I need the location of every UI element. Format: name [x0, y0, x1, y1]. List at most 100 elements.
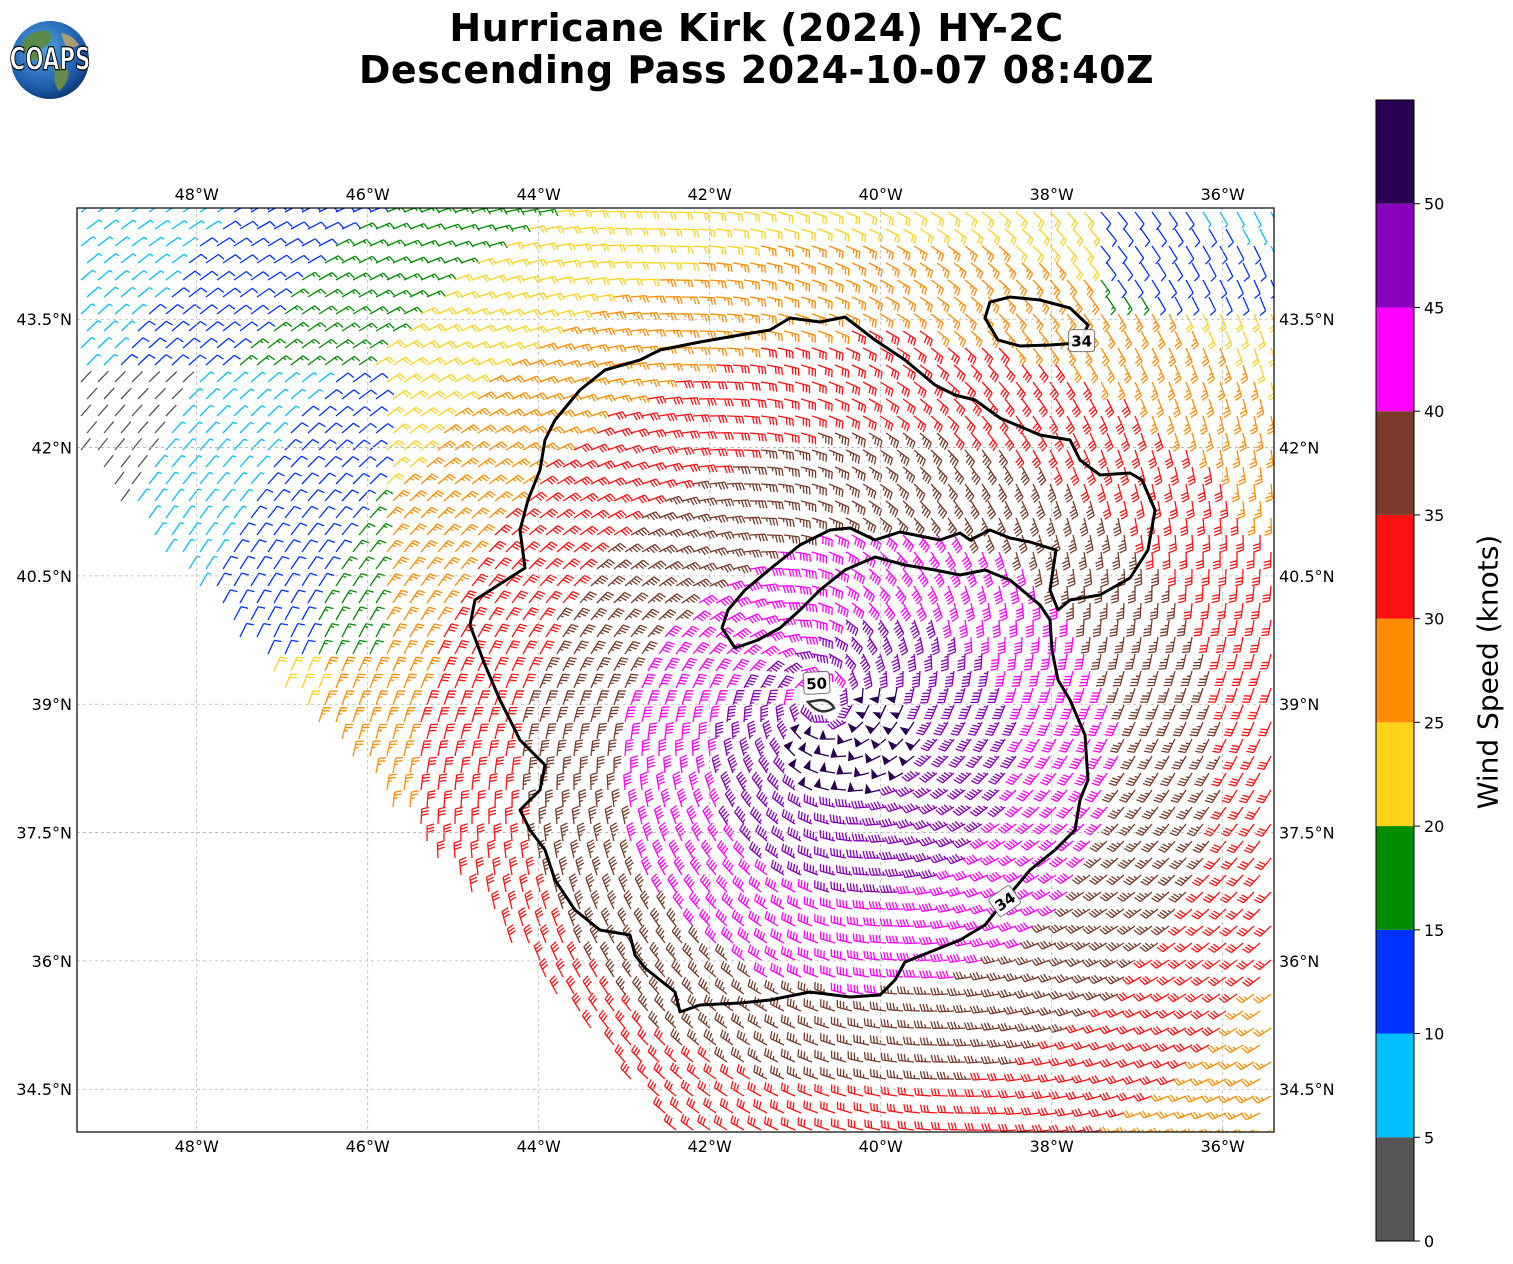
wind-barb — [936, 364, 950, 382]
wind-barb — [811, 714, 830, 723]
wind-radius-contours — [468, 295, 1157, 1014]
wind-barb — [820, 1101, 836, 1114]
wind-barb — [1199, 415, 1208, 435]
wind-barb — [763, 1082, 779, 1097]
wind-barb — [1004, 228, 1017, 246]
wind-barb — [970, 500, 980, 520]
wind-barb — [256, 522, 273, 536]
wind-barb — [503, 839, 512, 859]
wind-barb — [1246, 551, 1255, 570]
wind-barb — [579, 755, 589, 774]
wind-barb — [632, 976, 643, 995]
wind-barb — [1077, 704, 1091, 720]
colorbar-tick-label: 35 — [1424, 506, 1444, 525]
wind-barb — [845, 483, 861, 499]
wind-barb — [1195, 738, 1210, 754]
wind-barb — [627, 788, 637, 808]
wind-barb — [1174, 228, 1184, 248]
wind-barb — [1074, 772, 1091, 786]
wind-barb — [273, 656, 288, 672]
wind-barb — [582, 975, 592, 995]
wind-barb — [477, 291, 497, 300]
wind-barb — [720, 771, 731, 791]
wind-barb — [913, 1020, 932, 1029]
wind-barb — [631, 1010, 643, 1029]
wind-barb — [1071, 398, 1082, 418]
wind-barb — [409, 222, 429, 230]
wind-barb — [913, 986, 932, 995]
wind-barb — [1004, 262, 1017, 280]
wind-barb — [606, 772, 615, 791]
wind-barb — [1218, 959, 1238, 970]
wind-barb — [590, 739, 600, 757]
wind-barb — [1188, 432, 1197, 452]
wind-barb — [1202, 245, 1212, 265]
wind-barb — [1185, 211, 1195, 231]
wind-barb — [655, 924, 666, 944]
lat-tick-label-right: 40.5°N — [1279, 567, 1335, 586]
wind-barb — [896, 279, 911, 295]
wind-barb — [715, 364, 734, 373]
wind-barb — [1259, 262, 1267, 282]
wind-barb — [1101, 789, 1119, 803]
wind-barb — [1154, 432, 1164, 452]
wind-barb — [556, 409, 576, 418]
wind-barb — [698, 330, 717, 339]
wind-barb — [605, 958, 615, 978]
lat-tick-label-right: 37.5°N — [1279, 824, 1335, 843]
lat-tick-label-right: 34.5°N — [1279, 1080, 1335, 1099]
wind-barb — [1252, 993, 1272, 1004]
wind-barb — [267, 505, 285, 519]
wind-barb — [290, 555, 307, 570]
wind-barb — [471, 240, 491, 248]
wind-barb — [913, 1087, 932, 1097]
wind-barb — [698, 530, 718, 540]
wind-barb — [718, 805, 730, 825]
wind-barb — [392, 289, 412, 298]
wind-barb — [1207, 1078, 1227, 1087]
wind-barb — [386, 239, 406, 247]
wind-barb — [1203, 823, 1221, 837]
wind-barb — [1150, 992, 1170, 1002]
wind-barb — [1059, 619, 1068, 638]
wind-barb — [969, 937, 989, 948]
wind-barb — [1072, 228, 1084, 247]
wind-barb — [1225, 296, 1233, 316]
wind-barb — [1224, 1078, 1244, 1087]
wind-barb — [437, 307, 457, 316]
wind-barb — [927, 585, 939, 605]
wind-barb — [604, 1027, 615, 1046]
wind-barb — [788, 763, 802, 774]
wind-barb — [369, 306, 389, 315]
wind-barb — [618, 873, 628, 893]
wind-barb — [488, 474, 508, 485]
wind-barb — [590, 476, 610, 486]
wind-barb — [624, 278, 644, 287]
wind-barb — [437, 240, 457, 248]
wind-barb — [352, 372, 372, 383]
wind-barb — [1072, 364, 1082, 384]
wind-barb — [1196, 704, 1210, 720]
wind-barb — [709, 547, 729, 556]
wind-barb — [1049, 823, 1068, 835]
wind-barb — [1021, 296, 1033, 315]
wind-barb — [794, 381, 811, 394]
wind-barb — [862, 245, 878, 260]
wind-barb — [1050, 789, 1068, 803]
wind-barb — [607, 244, 627, 253]
wind-barb — [358, 656, 373, 672]
wind-barb — [460, 756, 471, 774]
wind-barb — [352, 305, 372, 315]
wind-barb — [919, 262, 934, 279]
wind-barb — [1235, 993, 1255, 1004]
wind-barb — [1253, 959, 1272, 971]
wind-barb — [817, 534, 833, 548]
wind-barb — [749, 533, 769, 542]
wind-barb — [1255, 823, 1272, 837]
wind-barb — [588, 805, 597, 825]
wind-barb — [573, 209, 593, 218]
wind-barb — [1159, 619, 1170, 637]
wind-barb — [1230, 517, 1239, 537]
wind-barb — [454, 673, 468, 689]
wind-barb — [1235, 1095, 1255, 1104]
